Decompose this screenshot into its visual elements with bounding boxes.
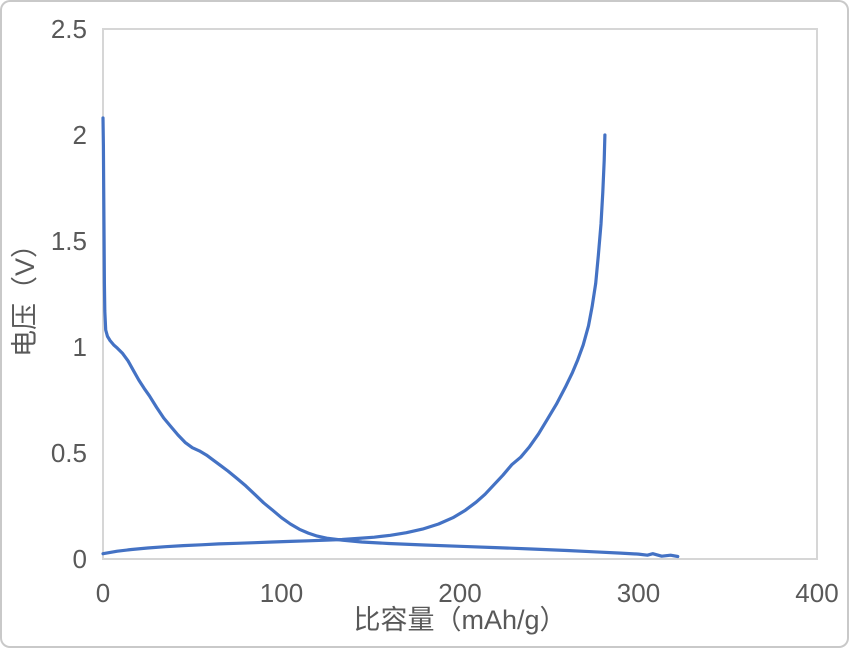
discharge-curve <box>101 116 680 559</box>
plot-border <box>102 28 818 560</box>
charge-curve <box>101 133 607 556</box>
x-tick-label: 100 <box>260 578 303 608</box>
y-tick-label: 1 <box>73 332 87 362</box>
x-tick-label: 200 <box>438 578 481 608</box>
x-tick-label: 300 <box>617 578 660 608</box>
y-tick-label: 1.5 <box>51 226 87 256</box>
x-axis-title: 比容量（mAh/g） <box>353 605 566 635</box>
y-tick-label: 0 <box>73 544 87 574</box>
y-tick-label: 0.5 <box>51 438 87 468</box>
y-tick-label: 2 <box>73 120 87 150</box>
x-tick-label: 0 <box>96 578 110 608</box>
y-axis-title: 电压（V） <box>10 231 40 357</box>
y-tick-label: 2.5 <box>51 14 87 44</box>
x-tick-label: 400 <box>795 578 838 608</box>
